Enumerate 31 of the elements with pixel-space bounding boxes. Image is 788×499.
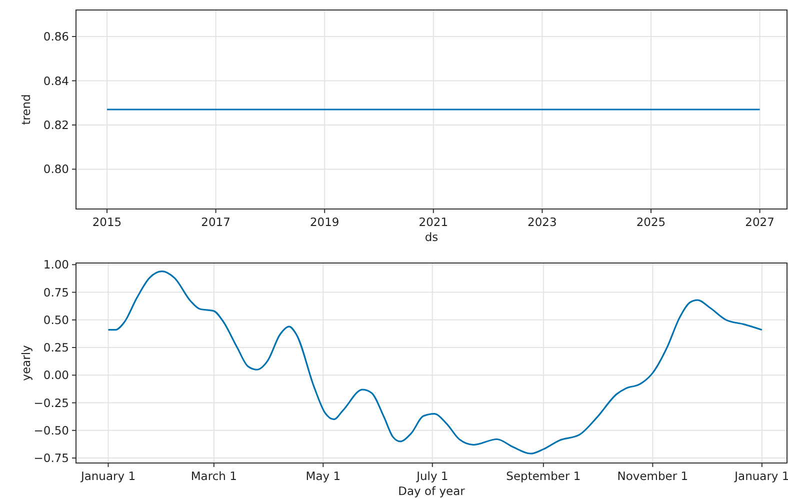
x-tick-label: July 1: [416, 469, 448, 483]
y-tick-label: 0.00: [43, 368, 69, 382]
y-tick-label: 1.00: [43, 258, 69, 272]
x-tick-label: January 1: [734, 469, 788, 483]
x-tick-label: 2027: [745, 215, 774, 229]
y-tick-label: 0.75: [43, 285, 69, 300]
y-tick-label: −0.25: [34, 396, 69, 410]
y-tick-label: 0.25: [43, 340, 69, 355]
y-tick-label: 0.84: [43, 74, 69, 88]
x-tick-label: 2017: [201, 215, 230, 229]
x-tick-label: 2021: [418, 215, 448, 229]
x-axis-title: Day of year: [398, 484, 466, 498]
x-tick-label: 2023: [528, 215, 557, 229]
x-tick-label: May 1: [306, 469, 341, 483]
y-tick-label: 0.80: [43, 162, 69, 176]
x-tick-label: March 1: [190, 469, 237, 483]
y-tick-label: 0.86: [43, 30, 69, 44]
y-tick-label: 0.50: [43, 312, 69, 327]
y-axis-title: yearly: [19, 344, 33, 381]
x-tick-label: 2015: [92, 215, 122, 229]
x-axis-title: ds: [424, 230, 438, 244]
y-tick-label: 0.82: [43, 118, 69, 132]
line-series: [107, 270, 763, 454]
x-tick-label: January 1: [80, 469, 136, 483]
y-tick-label: −0.50: [34, 423, 69, 438]
x-tick-label: November 1: [617, 469, 688, 483]
x-tick-label: 2019: [310, 215, 340, 229]
x-tick-label: 2025: [636, 215, 666, 229]
x-tick-label: September 1: [506, 469, 581, 483]
y-axis-title: trend: [19, 94, 33, 125]
y-tick-label: −0.75: [34, 451, 69, 466]
